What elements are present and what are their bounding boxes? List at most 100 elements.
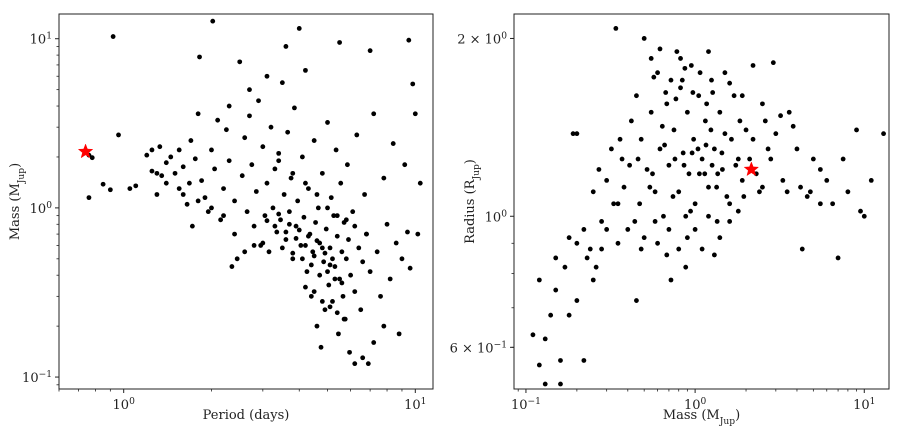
- x-tick-label: 100: [113, 397, 136, 413]
- data-point: [311, 253, 317, 259]
- data-point: [286, 221, 292, 227]
- data-point: [786, 109, 792, 115]
- data-point: [681, 162, 687, 168]
- data-point: [334, 233, 340, 239]
- data-point: [706, 184, 711, 190]
- data-point: [337, 276, 342, 282]
- data-point: [283, 237, 289, 242]
- data-point: [239, 173, 245, 179]
- data-point: [739, 93, 745, 99]
- data-point: [680, 150, 686, 156]
- x-tick-label: 101: [404, 397, 426, 413]
- data-point: [581, 358, 587, 363]
- highlight-star-marker: [743, 161, 760, 177]
- y-axis-label: Mass (MJup): [8, 163, 27, 240]
- data-point: [226, 103, 232, 109]
- data-point: [157, 144, 163, 150]
- data-point: [374, 249, 380, 255]
- data-point: [279, 80, 285, 86]
- data-point: [750, 63, 756, 68]
- data-point: [570, 131, 576, 137]
- data-point: [367, 269, 373, 275]
- data-point: [613, 25, 619, 31]
- data-point: [221, 186, 226, 192]
- data-point: [840, 156, 846, 162]
- data-point: [330, 256, 335, 262]
- data-point: [722, 70, 728, 76]
- data-point: [281, 192, 287, 197]
- data-point: [724, 194, 730, 199]
- data-point: [542, 336, 548, 342]
- data-point: [784, 189, 790, 195]
- data-point: [256, 98, 261, 104]
- data-point: [218, 217, 224, 223]
- data-point: [332, 264, 338, 269]
- data-point: [89, 155, 95, 161]
- data-point: [406, 37, 412, 43]
- data-point: [317, 272, 323, 278]
- data-point: [599, 246, 604, 252]
- data-point: [817, 167, 823, 172]
- data-point: [760, 101, 765, 107]
- data-point: [704, 101, 710, 107]
- data-point: [747, 156, 753, 162]
- data-point: [530, 332, 536, 338]
- data-point: [810, 156, 816, 162]
- data-point: [314, 323, 320, 329]
- data-point: [817, 201, 823, 207]
- data-point: [637, 201, 643, 207]
- data-points: [86, 18, 423, 367]
- data-point: [661, 213, 666, 219]
- data-point: [327, 245, 333, 251]
- data-point: [553, 255, 559, 261]
- data-point: [296, 26, 302, 31]
- data-point: [188, 138, 194, 143]
- data-point: [750, 136, 756, 142]
- data-point: [354, 132, 360, 138]
- data-point: [221, 213, 226, 219]
- highlight-star-marker: [77, 143, 94, 159]
- data-point: [548, 312, 554, 318]
- x-axis-label: Mass (MJup): [663, 408, 740, 427]
- data-point: [319, 299, 325, 304]
- data-point: [621, 184, 627, 190]
- data-point: [604, 227, 610, 232]
- data-point: [615, 240, 621, 246]
- data-point: [127, 186, 133, 192]
- data-point: [706, 213, 711, 219]
- data-point: [854, 127, 859, 133]
- data-point: [303, 180, 308, 186]
- data-point: [617, 136, 623, 142]
- data-point: [691, 136, 697, 142]
- data-point: [688, 63, 694, 68]
- data-point: [412, 111, 418, 117]
- data-point: [673, 96, 679, 102]
- data-point: [260, 240, 266, 246]
- data-point: [807, 189, 813, 195]
- data-point: [678, 85, 683, 91]
- data-point: [336, 331, 341, 337]
- data-point: [780, 178, 786, 183]
- data-point: [352, 289, 358, 294]
- x-tick-label: 100: [684, 397, 707, 413]
- data-point: [308, 262, 314, 268]
- data-point: [195, 111, 201, 117]
- data-point: [186, 180, 192, 186]
- data-point: [133, 183, 139, 189]
- data-point: [341, 316, 347, 322]
- data-point: [405, 229, 410, 235]
- data-point: [234, 256, 240, 262]
- data-point: [209, 205, 214, 211]
- data-point: [676, 189, 682, 195]
- data-point: [659, 123, 665, 129]
- data-point: [387, 276, 393, 282]
- data-point: [695, 146, 701, 152]
- data-point: [100, 181, 106, 187]
- data-point: [290, 170, 296, 176]
- data-point: [268, 124, 274, 130]
- data-point: [662, 142, 667, 148]
- data-point: [641, 36, 647, 41]
- data-point: [710, 90, 716, 95]
- data-point: [334, 213, 340, 219]
- data-point: [581, 227, 587, 232]
